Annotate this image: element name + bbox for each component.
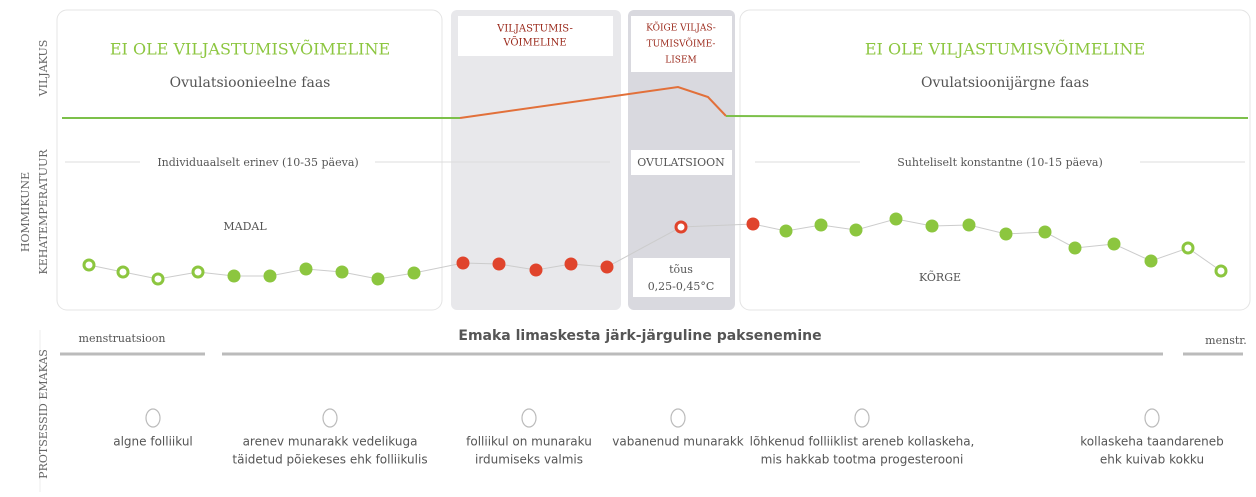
dot xyxy=(926,220,939,233)
phase-name: Ovulatsioonieelne faas xyxy=(170,75,331,91)
dot xyxy=(815,219,828,232)
side-label: VILJAKUS xyxy=(37,40,50,98)
status: EI OLE VILJASTUMISVÕIMELINE xyxy=(865,39,1145,59)
dot xyxy=(747,218,760,231)
process-label: irdumiseks valmis xyxy=(475,453,583,467)
temperature-label: KÕRGE xyxy=(919,270,961,284)
dot xyxy=(193,267,203,277)
dot xyxy=(890,213,903,226)
duration: OVULATSIOON xyxy=(637,156,725,169)
process-icon xyxy=(671,409,685,427)
side-label: KEHATEMPERATUUR xyxy=(37,149,50,275)
process-label: kollaskeha taandareneb xyxy=(1080,435,1223,449)
process-label: algne folliikul xyxy=(113,435,193,449)
uterus-label: menstr. xyxy=(1205,334,1247,347)
temperature-label: 0,25-0,45°C xyxy=(648,280,715,293)
dot xyxy=(601,261,614,274)
process-icon xyxy=(522,409,536,427)
dot xyxy=(153,274,163,284)
side-label: HOMMIKUNE xyxy=(19,172,32,252)
status: EI OLE VILJASTUMISVÕIMELINE xyxy=(110,39,390,59)
process-label: arenev munarakk vedelikuga xyxy=(243,435,418,449)
status: VILJASTUMIS- xyxy=(496,24,573,35)
status: TUMISVÕIME- xyxy=(647,38,716,50)
processes: algne folliikul arenev munarakk vedelikug… xyxy=(113,409,1224,467)
dot xyxy=(84,260,94,270)
temperature-label: tõus xyxy=(669,263,693,276)
dot xyxy=(300,263,313,276)
uterus-label: menstruatsioon xyxy=(79,332,166,345)
process-label: mis hakkab tootma progesterooni xyxy=(761,453,964,467)
dot xyxy=(565,258,578,271)
dot xyxy=(372,273,385,286)
dot xyxy=(1108,238,1121,251)
process-icon xyxy=(146,409,160,427)
dot xyxy=(457,257,470,270)
dot xyxy=(118,267,128,277)
process-icon xyxy=(323,409,337,427)
dot xyxy=(780,225,793,238)
process-label: täidetud põiekeses ehk folliikulis xyxy=(232,453,427,467)
duration: Individuaalselt erinev (10-35 päeva) xyxy=(157,156,358,169)
process-label: vabanenud munarakk xyxy=(612,435,744,449)
process-label: lõhkenud folliiklist areneb kollaskeha, xyxy=(750,435,975,449)
temperature-label: MADAL xyxy=(223,220,267,233)
dot xyxy=(676,222,686,232)
uterus-label: Emaka limaskesta järk-järguline paksenem… xyxy=(458,328,821,344)
duration: Suhteliselt konstantne (10-15 päeva) xyxy=(897,156,1103,169)
side-label: PROTSESSID EMAKAS xyxy=(37,349,50,479)
dot xyxy=(264,270,277,283)
dot xyxy=(228,270,241,283)
dot xyxy=(1000,228,1013,241)
cycle-diagram: VILJAKUS HOMMIKUNE KEHATEMPERATUUR PROTS… xyxy=(0,0,1256,497)
status: LISEM xyxy=(665,56,696,66)
dot xyxy=(336,266,349,279)
dot xyxy=(1216,266,1226,276)
dot xyxy=(1183,243,1193,253)
label-box xyxy=(458,16,613,56)
dot xyxy=(408,267,421,280)
process-label: ehk kuivab kokku xyxy=(1100,453,1204,467)
process-label: folliikul on munaraku xyxy=(466,435,592,449)
status: VÕIMELINE xyxy=(502,37,566,49)
dot xyxy=(1145,255,1158,268)
dot xyxy=(493,258,506,271)
dot xyxy=(1039,226,1052,239)
status: KÕIGE VILJAS- xyxy=(646,22,716,34)
dot xyxy=(530,264,543,277)
process-icon xyxy=(1145,409,1159,427)
dot xyxy=(850,224,863,237)
dot xyxy=(963,219,976,232)
dot xyxy=(1069,242,1082,255)
phase-name: Ovulatsioonijärgne faas xyxy=(921,75,1089,91)
process-icon xyxy=(855,409,869,427)
